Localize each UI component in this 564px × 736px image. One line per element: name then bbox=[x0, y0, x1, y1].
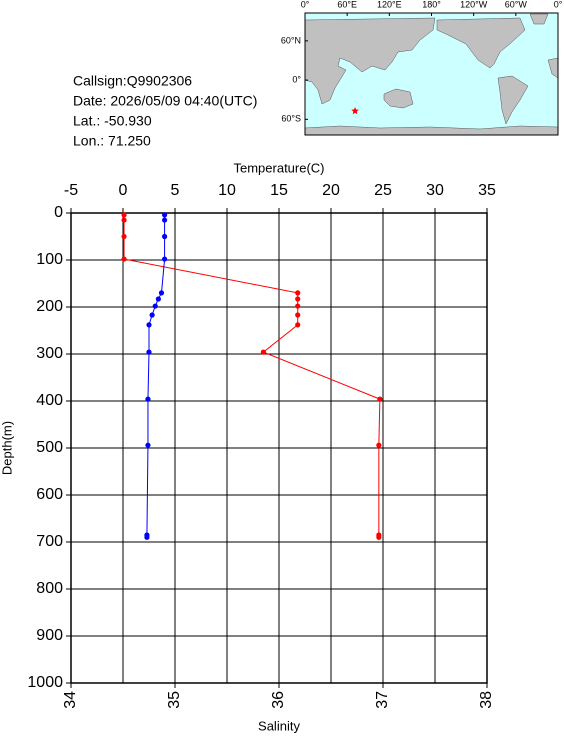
profile-point bbox=[295, 303, 301, 309]
y-tick-label: 100 bbox=[36, 251, 63, 268]
info-line: Callsign:Q9902306 bbox=[73, 73, 192, 89]
map-x-tick-label: 0° bbox=[301, 0, 310, 9]
x-tick-label: 35 bbox=[478, 182, 496, 199]
map-y-tick-label: 60°S bbox=[281, 114, 301, 124]
y-tick-label: 200 bbox=[36, 298, 63, 315]
profile-point bbox=[162, 256, 168, 262]
profile-point bbox=[376, 442, 382, 448]
x2-axis-title: Salinity bbox=[258, 718, 300, 733]
profile-point bbox=[149, 312, 155, 318]
x-tick-label: 30 bbox=[426, 182, 444, 199]
y-tick-label: 1000 bbox=[27, 674, 63, 691]
x-tick-label: 10 bbox=[218, 182, 236, 199]
profile-point bbox=[121, 217, 127, 223]
profile-point bbox=[377, 396, 383, 402]
y-tick-label: 500 bbox=[36, 439, 63, 456]
float-position bbox=[351, 106, 359, 115]
map-x-tick-label: 180° bbox=[422, 0, 441, 9]
map-x-tick-label: 0° bbox=[554, 0, 563, 9]
plot-frame bbox=[70, 212, 488, 684]
y-tick-label: 600 bbox=[36, 486, 63, 503]
profile-point bbox=[144, 534, 150, 540]
x-tick-label: 0 bbox=[119, 182, 128, 199]
x-tick-label: 15 bbox=[270, 182, 288, 199]
x2-tick-label: 36 bbox=[270, 691, 287, 709]
profile-point bbox=[295, 322, 301, 328]
profile-point bbox=[152, 303, 158, 309]
profile-point bbox=[145, 442, 151, 448]
info-block: Callsign:Q9902306 Date: 2026/05/09 04:40… bbox=[73, 73, 257, 149]
map-x-tick-label: 120°W bbox=[460, 0, 488, 9]
profile-point bbox=[295, 312, 301, 318]
x-tick-label: 25 bbox=[374, 182, 392, 199]
profile-line bbox=[146, 214, 166, 538]
profile-point bbox=[145, 396, 151, 402]
y-axis-title: Depth(m) bbox=[0, 421, 14, 475]
info-line: Lon.: 71.250 bbox=[73, 133, 151, 149]
x-tick-label: 5 bbox=[171, 182, 180, 199]
x-axis-title: Temperature(C) bbox=[233, 160, 324, 175]
profile-point bbox=[295, 296, 301, 302]
x2-tick-label: 37 bbox=[374, 691, 391, 709]
x2-tick-label: 38 bbox=[478, 691, 495, 709]
info-line: Date: 2026/05/09 04:40(UTC) bbox=[73, 93, 257, 109]
land bbox=[304, 13, 559, 136]
map-x-tick-label: 60°E bbox=[337, 0, 357, 9]
profile-point bbox=[162, 217, 168, 223]
profile-point bbox=[158, 290, 165, 296]
profile-point bbox=[376, 534, 382, 540]
y-tick-label: 400 bbox=[36, 392, 63, 409]
x-tick-label: -5 bbox=[64, 182, 78, 199]
x2-tick-label: 34 bbox=[62, 691, 79, 709]
profile-point bbox=[121, 212, 127, 218]
profile-line bbox=[123, 214, 381, 538]
profile-point bbox=[295, 290, 301, 296]
y-tick-label: 0 bbox=[54, 204, 63, 221]
profile-point bbox=[155, 296, 161, 302]
profile-point bbox=[162, 233, 168, 240]
profile-point bbox=[162, 212, 168, 218]
map-x-tick-label: 120°E bbox=[377, 0, 402, 9]
map bbox=[304, 12, 559, 136]
x2-tick-label: 35 bbox=[166, 691, 183, 709]
map-y-tick-label: 0° bbox=[292, 74, 301, 84]
profile-point bbox=[146, 322, 152, 328]
profile-point bbox=[121, 256, 127, 262]
profile-point bbox=[260, 349, 266, 355]
y-tick-label: 900 bbox=[36, 627, 63, 644]
profile-point bbox=[121, 233, 127, 240]
y-tick-label: 700 bbox=[36, 533, 63, 550]
y-tick-label: 800 bbox=[36, 580, 63, 597]
map-y-tick-label: 60°N bbox=[281, 35, 301, 45]
map-x-tick-label: 60°W bbox=[505, 0, 528, 9]
y-tick-label: 300 bbox=[36, 345, 63, 362]
info-line: Lat.: -50.930 bbox=[73, 113, 152, 129]
x-tick-label: 20 bbox=[322, 182, 340, 199]
profile-point bbox=[146, 349, 152, 355]
